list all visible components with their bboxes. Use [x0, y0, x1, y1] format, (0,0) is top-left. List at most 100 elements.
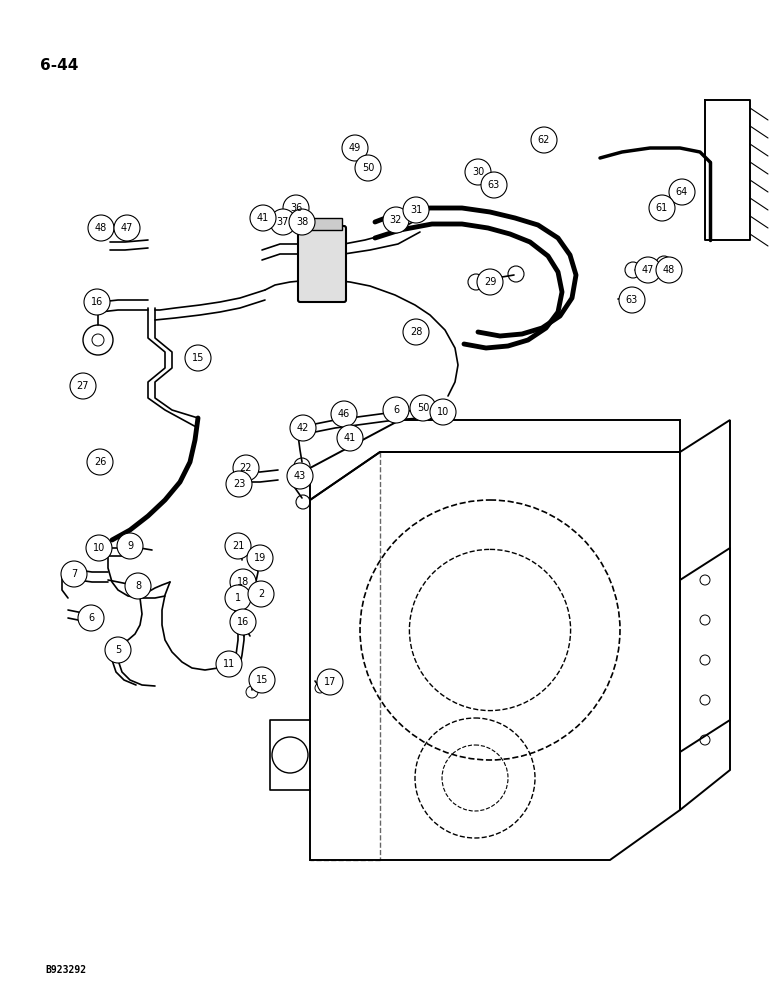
Text: 11: 11 — [223, 659, 235, 669]
Circle shape — [250, 205, 276, 231]
Circle shape — [656, 257, 682, 283]
Text: 2: 2 — [258, 589, 264, 599]
Text: 41: 41 — [257, 213, 269, 223]
Text: 50: 50 — [362, 163, 374, 173]
Circle shape — [125, 573, 151, 599]
Circle shape — [331, 401, 357, 427]
Circle shape — [249, 667, 275, 693]
Text: 63: 63 — [626, 295, 638, 305]
Text: 42: 42 — [296, 423, 310, 433]
Circle shape — [61, 561, 87, 587]
Circle shape — [481, 172, 507, 198]
Text: 22: 22 — [240, 463, 252, 473]
Circle shape — [226, 471, 252, 497]
Circle shape — [247, 545, 273, 571]
Text: 19: 19 — [254, 553, 266, 563]
Circle shape — [84, 289, 110, 315]
Text: 63: 63 — [488, 180, 500, 190]
Text: 49: 49 — [349, 143, 361, 153]
Text: 9: 9 — [127, 541, 133, 551]
FancyBboxPatch shape — [298, 226, 346, 302]
Circle shape — [270, 209, 296, 235]
Circle shape — [248, 581, 274, 607]
Circle shape — [185, 345, 211, 371]
Text: 32: 32 — [390, 215, 402, 225]
Circle shape — [230, 569, 256, 595]
Circle shape — [283, 195, 309, 221]
Text: 15: 15 — [256, 675, 268, 685]
Circle shape — [88, 215, 114, 241]
Circle shape — [225, 533, 251, 559]
Text: 36: 36 — [290, 203, 302, 213]
Circle shape — [337, 425, 363, 451]
Circle shape — [410, 395, 436, 421]
Text: 30: 30 — [472, 167, 484, 177]
Text: 48: 48 — [663, 265, 676, 275]
Text: 62: 62 — [538, 135, 550, 145]
Text: 31: 31 — [410, 205, 422, 215]
Circle shape — [649, 195, 675, 221]
Text: 61: 61 — [656, 203, 668, 213]
Circle shape — [355, 155, 381, 181]
Circle shape — [317, 669, 343, 695]
Circle shape — [105, 637, 131, 663]
Circle shape — [619, 287, 645, 313]
Text: 10: 10 — [437, 407, 449, 417]
Circle shape — [233, 455, 259, 481]
Text: 6: 6 — [393, 405, 399, 415]
Circle shape — [383, 207, 409, 233]
Circle shape — [635, 257, 661, 283]
Circle shape — [117, 533, 143, 559]
Text: 43: 43 — [294, 471, 306, 481]
Text: 38: 38 — [296, 217, 308, 227]
Text: 26: 26 — [94, 457, 107, 467]
Text: B923292: B923292 — [45, 965, 86, 975]
Text: 29: 29 — [484, 277, 496, 287]
FancyBboxPatch shape — [302, 218, 342, 230]
Text: 21: 21 — [232, 541, 244, 551]
Circle shape — [289, 209, 315, 235]
Text: 18: 18 — [237, 577, 249, 587]
Text: 28: 28 — [410, 327, 422, 337]
Text: 46: 46 — [338, 409, 350, 419]
Circle shape — [669, 179, 695, 205]
Circle shape — [87, 449, 113, 475]
Circle shape — [216, 651, 242, 677]
Circle shape — [465, 159, 491, 185]
Text: 6: 6 — [88, 613, 94, 623]
Circle shape — [342, 135, 368, 161]
Text: 6-44: 6-44 — [40, 58, 79, 73]
Circle shape — [355, 138, 365, 148]
Circle shape — [287, 463, 313, 489]
Circle shape — [531, 127, 557, 153]
Circle shape — [403, 319, 429, 345]
Text: 15: 15 — [191, 353, 204, 363]
Circle shape — [70, 373, 96, 399]
Text: 47: 47 — [642, 265, 654, 275]
Text: 7: 7 — [71, 569, 77, 579]
Circle shape — [230, 609, 256, 635]
Text: 64: 64 — [676, 187, 688, 197]
Text: 17: 17 — [323, 677, 336, 687]
Text: 23: 23 — [233, 479, 245, 489]
Text: 5: 5 — [115, 645, 121, 655]
Text: 16: 16 — [91, 297, 103, 307]
Circle shape — [290, 415, 316, 441]
Circle shape — [383, 397, 409, 423]
Text: 37: 37 — [277, 217, 290, 227]
Text: 27: 27 — [76, 381, 90, 391]
Text: 8: 8 — [135, 581, 141, 591]
Text: 47: 47 — [120, 223, 134, 233]
Circle shape — [403, 197, 429, 223]
Circle shape — [477, 269, 503, 295]
Circle shape — [114, 215, 140, 241]
Text: 16: 16 — [237, 617, 249, 627]
Text: 48: 48 — [95, 223, 107, 233]
Circle shape — [430, 399, 456, 425]
Circle shape — [86, 535, 112, 561]
Text: 1: 1 — [235, 593, 241, 603]
Text: 10: 10 — [93, 543, 105, 553]
Circle shape — [225, 585, 251, 611]
Circle shape — [78, 605, 104, 631]
Text: 50: 50 — [417, 403, 429, 413]
